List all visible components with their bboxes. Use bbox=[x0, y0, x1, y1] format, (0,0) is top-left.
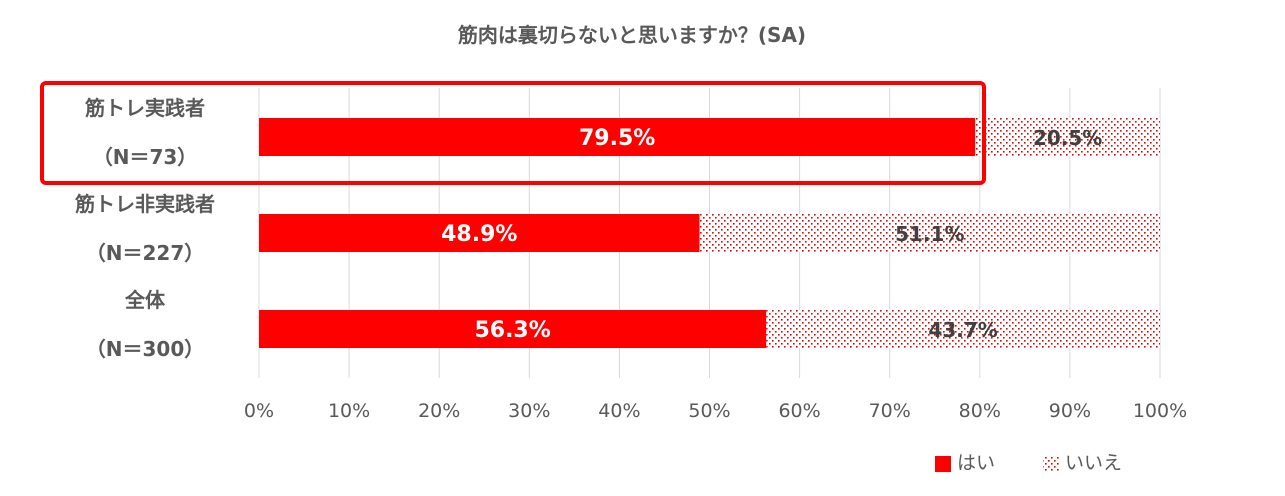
data-label-yes: 79.5% bbox=[579, 126, 655, 151]
bar-yes bbox=[259, 310, 767, 348]
legend-label-yes: はい bbox=[957, 452, 995, 474]
chart-title: 筋肉は裏切らないと思いますか？(SA) bbox=[458, 23, 806, 47]
x-tick-label: 50% bbox=[688, 400, 730, 422]
bar-yes bbox=[259, 214, 700, 252]
legend-swatch-no bbox=[1043, 456, 1059, 472]
data-label-no: 51.1% bbox=[895, 222, 964, 246]
legend-swatch-yes bbox=[935, 456, 951, 472]
x-tick-label: 10% bbox=[328, 400, 370, 422]
category-label: 全体 bbox=[124, 288, 166, 312]
x-axis-ticks: 0% 10% 20% 30% 40% 50% 60% 70% 80% 90% 100% bbox=[244, 400, 1187, 422]
category-label: 筋トレ非実践者 bbox=[75, 192, 215, 216]
category-label: 筋トレ実践者 bbox=[85, 96, 205, 120]
data-label-no: 20.5% bbox=[1033, 126, 1102, 150]
legend-label-no: いいえ bbox=[1065, 452, 1122, 474]
x-tick-label: 80% bbox=[959, 400, 1001, 422]
category-sample-size: （N＝300） bbox=[86, 337, 205, 361]
bar-no bbox=[975, 118, 1160, 156]
data-label-no: 43.7% bbox=[928, 318, 997, 342]
x-tick-label: 40% bbox=[598, 400, 640, 422]
x-tick-label: 30% bbox=[508, 400, 550, 422]
data-label-yes: 56.3% bbox=[474, 318, 550, 343]
bar-yes bbox=[259, 118, 976, 156]
category-labels: 筋トレ実践者 （N＝73） 筋トレ非実践者 （N＝227） 全体 （N＝300） bbox=[75, 96, 215, 361]
category-sample-size: （N＝73） bbox=[93, 145, 198, 169]
x-tick-label: 70% bbox=[869, 400, 911, 422]
x-tick-label: 60% bbox=[778, 400, 820, 422]
x-tick-label: 0% bbox=[244, 400, 274, 422]
x-tick-label: 100% bbox=[1133, 400, 1187, 422]
data-label-yes: 48.9% bbox=[441, 222, 517, 247]
bar-no bbox=[699, 214, 1160, 252]
x-tick-label: 20% bbox=[418, 400, 460, 422]
highlight-box bbox=[40, 81, 986, 185]
bars: 79.5% 20.5% 48.9% 51.1% 56.3% 43.7% bbox=[259, 118, 1160, 348]
x-tick-label: 90% bbox=[1049, 400, 1091, 422]
legend: はい いいえ bbox=[935, 452, 1122, 474]
category-sample-size: （N＝227） bbox=[86, 241, 205, 265]
bar-no bbox=[766, 310, 1160, 348]
